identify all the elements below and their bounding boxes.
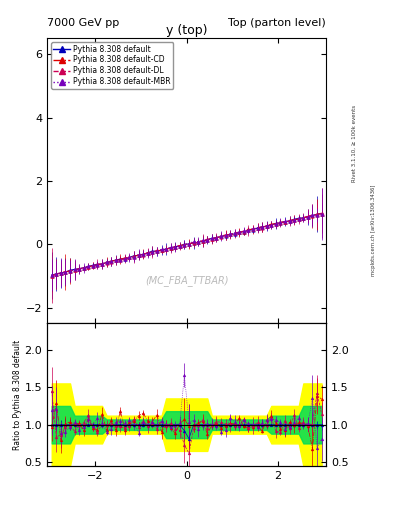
Text: mcplots.cern.ch [arXiv:1306.3436]: mcplots.cern.ch [arXiv:1306.3436] (371, 185, 376, 276)
Text: y (top): y (top) (166, 24, 208, 37)
Legend: Pythia 8.308 default, Pythia 8.308 default-CD, Pythia 8.308 default-DL, Pythia 8: Pythia 8.308 default, Pythia 8.308 defau… (51, 42, 173, 89)
Y-axis label: Ratio to Pythia 8.308 default: Ratio to Pythia 8.308 default (13, 339, 22, 450)
Text: 7000 GeV pp: 7000 GeV pp (47, 18, 119, 28)
Text: Rivet 3.1.10, ≥ 100k events: Rivet 3.1.10, ≥ 100k events (352, 105, 357, 182)
Text: Top (parton level): Top (parton level) (228, 18, 326, 28)
Text: (MC_FBA_TTBAR): (MC_FBA_TTBAR) (145, 275, 228, 286)
